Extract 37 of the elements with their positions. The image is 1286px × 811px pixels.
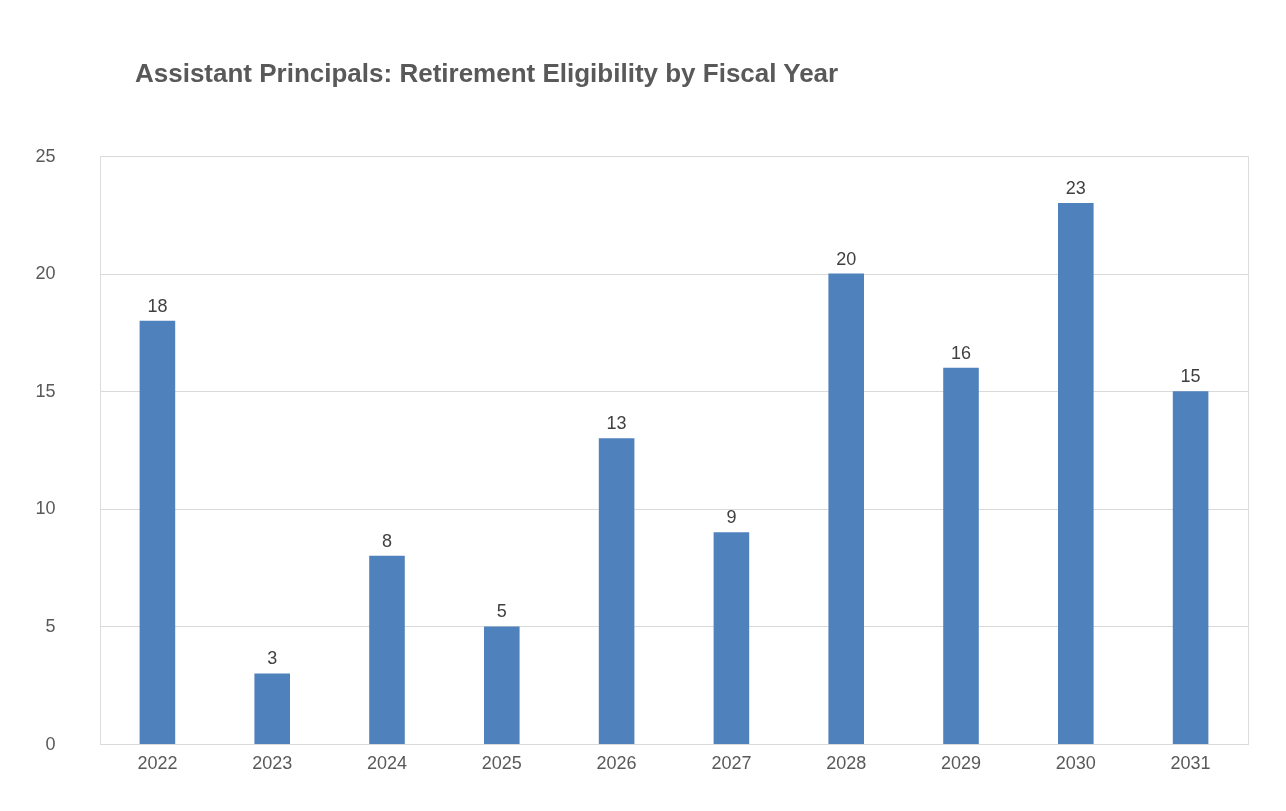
x-tick-label: 2025 xyxy=(481,752,522,773)
data-label: 3 xyxy=(267,648,278,669)
bar xyxy=(1172,391,1209,744)
data-label: 20 xyxy=(836,248,857,269)
x-tick-label: 2027 xyxy=(711,752,752,773)
bar xyxy=(943,367,979,744)
x-tick-label: 2023 xyxy=(252,752,293,773)
x-tick-label: 2029 xyxy=(940,752,982,773)
bar xyxy=(598,438,635,744)
data-label: 9 xyxy=(726,507,737,528)
x-tick-label: 2026 xyxy=(596,752,637,773)
bar xyxy=(1058,203,1094,744)
x-tick-label: 2030 xyxy=(1055,752,1096,773)
data-label: 8 xyxy=(381,530,393,551)
data-label: 23 xyxy=(1065,178,1086,199)
bar xyxy=(713,532,750,744)
bar xyxy=(139,320,176,744)
data-label: 16 xyxy=(950,342,972,363)
x-tick-label: 2031 xyxy=(1170,752,1211,773)
x-tick-label: 2028 xyxy=(826,752,867,773)
y-tick-label: 5 xyxy=(45,615,56,636)
x-tick-label: 2024 xyxy=(366,752,408,773)
y-tick-label: 10 xyxy=(35,498,56,519)
bar xyxy=(828,273,864,744)
chart-title: Assistant Principals: Retirement Eligibility by Fiscal Year xyxy=(134,58,839,88)
bar xyxy=(484,626,520,744)
data-label: 5 xyxy=(496,601,507,622)
bar xyxy=(369,555,405,744)
data-label: 15 xyxy=(1180,366,1201,387)
data-label: 18 xyxy=(147,295,168,316)
data-label: 13 xyxy=(606,413,627,434)
y-tick-label: 20 xyxy=(35,263,56,284)
bar xyxy=(254,673,290,744)
y-tick-label: 25 xyxy=(35,145,56,166)
y-tick-label: 15 xyxy=(35,380,56,401)
x-tick-label: 2022 xyxy=(137,752,178,773)
y-tick-label: 0 xyxy=(45,733,56,754)
